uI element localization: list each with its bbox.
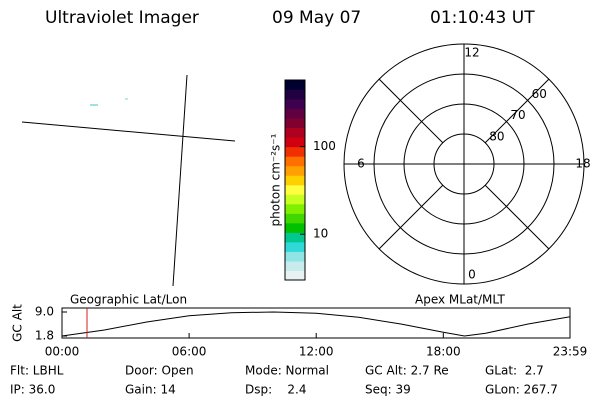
color-stripe: [285, 137, 305, 148]
date: 09 May 07: [272, 8, 361, 28]
colorbar-tick-label: 10: [313, 227, 328, 241]
color-stripe: [285, 270, 305, 281]
x-tick-label: 06:00: [172, 345, 207, 359]
emission-spot: [125, 98, 128, 100]
status-field: Mode: Normal: [245, 364, 329, 378]
mlt-spoke: [378, 184, 444, 250]
time: 01:10:43 UT: [430, 8, 535, 28]
status-field: GC Alt: 2.7 Re: [365, 364, 449, 378]
title: Ultraviolet Imager: [45, 8, 199, 28]
colorbar-tick-label: 100: [313, 139, 336, 153]
color-stripe: [285, 213, 305, 224]
color-stripe: [285, 127, 305, 138]
status-field: GLat: 2.7: [485, 364, 544, 378]
mlt-spoke: [378, 78, 444, 144]
left-title: Geographic Lat/Lon: [70, 293, 187, 307]
altitude-curve: [61, 311, 571, 337]
color-stripe: [285, 241, 305, 252]
color-stripe: [285, 156, 305, 167]
latitude-label: 60: [532, 87, 547, 101]
status-field: Door: Open: [125, 364, 194, 378]
color-stripe: [285, 80, 305, 91]
mlt-label: 12: [464, 46, 479, 60]
mlt-label: 0: [468, 268, 476, 282]
color-stripe: [285, 184, 305, 195]
x-tick-label: 23:59: [553, 345, 588, 359]
x-tick-label: 18:00: [426, 345, 461, 359]
color-stripe: [285, 146, 305, 157]
colorbar: 10 100: [284, 79, 336, 281]
color-stripe: [285, 99, 305, 110]
status-field: Dsp: 2.4: [245, 383, 307, 397]
color-stripe: [285, 175, 305, 186]
status-field: Flt: LBHL: [10, 364, 64, 378]
grid-latitude: [21, 121, 236, 142]
status-field: IP: 36.0: [10, 383, 55, 397]
y-tick-label: 1.8: [35, 329, 54, 343]
latitude-label: 70: [510, 108, 525, 122]
color-stripe: [285, 108, 305, 119]
right-title: Apex MLat/MLT: [415, 293, 505, 307]
y-tick-label: 9.0: [35, 305, 54, 319]
color-stripe: [285, 89, 305, 100]
grid-longitude: [172, 74, 188, 287]
x-tick-label: 00:00: [45, 345, 80, 359]
image-panel: [21, 74, 236, 287]
status-field: Seq: 39: [365, 383, 411, 397]
status-field: Gain: 14: [125, 383, 176, 397]
latitude-label: 80: [489, 129, 504, 143]
colorbar-frame: [284, 79, 306, 281]
mlt-label: 18: [575, 157, 590, 171]
footer: Flt: LBHL Door: Open Mode: Normal GC Alt: 2…: [10, 364, 558, 397]
y-axis-label: GC Alt: [11, 304, 25, 342]
color-stripe: [285, 165, 305, 176]
color-stripe: [285, 118, 305, 129]
status-field: GLon: 267.7: [485, 383, 558, 397]
mlt-spoke: [484, 184, 550, 250]
color-stripe: [285, 232, 305, 243]
color-stripe: [285, 194, 305, 205]
emission-spot: [90, 104, 98, 106]
color-stripe: [285, 203, 305, 214]
colorbar-label: photon cm⁻²s⁻¹: [269, 133, 283, 226]
mlt-spoke: [484, 78, 550, 144]
color-stripe: [285, 222, 305, 233]
altitude-plot: 9.0 1.8 00:00 06:00 12:00 18:00 23:59: [35, 305, 587, 359]
x-tick-label: 12:00: [299, 345, 334, 359]
color-stripe: [285, 251, 305, 262]
color-stripe: [285, 260, 305, 271]
mlt-label: 6: [357, 157, 365, 171]
